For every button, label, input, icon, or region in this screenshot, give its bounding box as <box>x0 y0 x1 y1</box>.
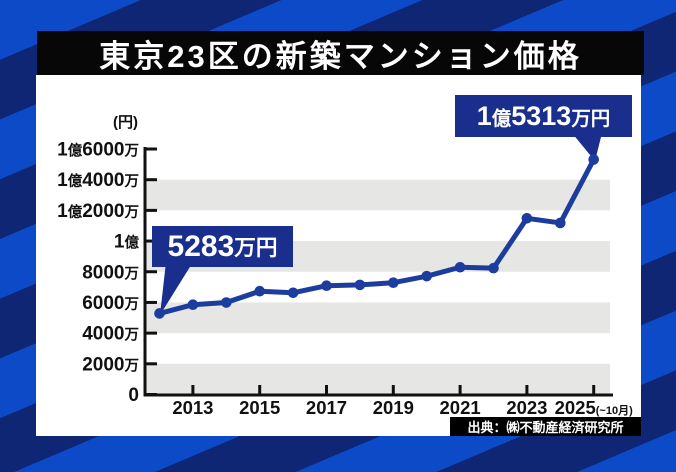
y-axis-unit-label: (円) <box>113 114 138 131</box>
chart-title: 東京23区の新築マンション価格 <box>99 38 582 74</box>
source-text: 出典：㈱不動産経済研究所 <box>467 420 624 435</box>
callout-text-part: 万円 <box>234 235 278 260</box>
callout-text-part: 万円 <box>571 107 611 130</box>
callout-text-part: 1 <box>476 100 492 131</box>
source-box: 出典：㈱不動産経済研究所 <box>450 417 641 436</box>
callout-end-price: 1 億 5313 万円 <box>455 95 632 137</box>
callout-text-part: 5313 <box>511 100 572 131</box>
title-banner: 東京23区の新築マンション価格 <box>37 31 644 75</box>
callout-text-part: 億 <box>491 107 512 130</box>
callout-text-part: 5283 <box>167 229 235 263</box>
callout-start-price: 5283 万円 <box>152 226 293 267</box>
